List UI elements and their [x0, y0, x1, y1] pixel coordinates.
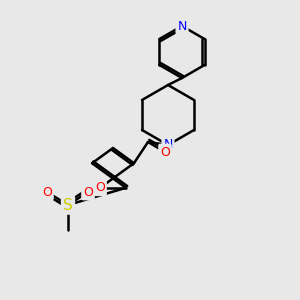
Text: N: N [163, 139, 173, 152]
Text: O: O [160, 146, 170, 158]
Text: O: O [95, 181, 105, 194]
Text: S: S [63, 197, 73, 212]
Text: O: O [42, 185, 52, 199]
Text: O: O [83, 185, 93, 199]
Text: N: N [177, 20, 187, 32]
